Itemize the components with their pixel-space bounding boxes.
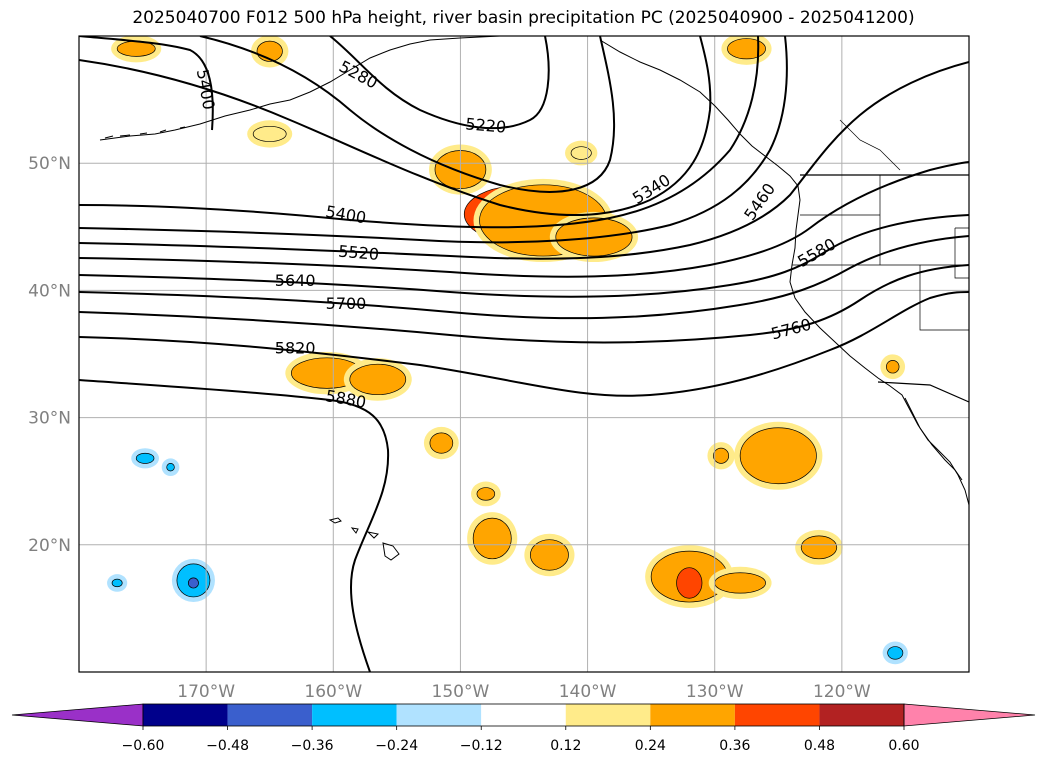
longitude-labels: 170°W 160°W 150°W 140°W 130°W 120°W [177,682,871,702]
contour-5280 [199,36,616,193]
colorbar-tick-label: 0.36 [719,738,750,754]
precip-patch [472,517,512,560]
colorbar-over-arrow [903,703,1036,727]
contour-label-text: 5700 [326,294,367,313]
colorbar-tick-label: −0.12 [460,738,503,754]
precip-patch [714,572,766,594]
colorbar-tick-label: −0.24 [375,738,418,754]
contour-label: 5220 [465,114,507,136]
precip-patch [570,146,592,160]
colorbar-tick-label: −0.36 [291,738,334,754]
colorbar-tick-label: 0.60 [888,738,919,754]
height-contours [79,36,969,672]
precip-patch [727,38,766,60]
lon-tick-label: 170°W [177,682,235,702]
colorbar-segment [650,704,735,726]
lat-tick-label: 20°N [28,536,71,556]
colorbar-under-arrow [11,703,144,727]
colorbar-frame [142,703,905,727]
lon-tick-label: 140°W [559,682,617,702]
contour-5880 [79,379,390,672]
precip-patch [530,539,569,571]
contour-5400-west [79,36,214,131]
coastline-layer [99,36,969,561]
precip-patch [135,452,155,464]
contour-label-text: 5220 [465,114,507,136]
map-title: 2025040700 F012 500 hPa height, river ba… [132,8,915,28]
lon-tick-label: 120°W [813,682,871,702]
lat-tick-label: 40°N [28,281,71,301]
contour-label-text: 5640 [275,271,316,290]
mexico-border [877,381,969,403]
colorbar-segment [396,704,482,726]
lon-tick-label: 130°W [686,682,744,702]
alaska-coastline [99,36,501,141]
colorbar-tick-label: 0.48 [804,738,835,754]
precip-patch [676,567,703,599]
contour-5220 [329,36,550,130]
graticule [79,36,969,672]
precip-patch [252,125,287,142]
precip-patch [349,363,407,396]
precip-patch [166,463,175,472]
precip-patch [886,360,900,374]
precip-patch [476,487,496,501]
alaska-islands [104,126,186,139]
contour-label: 5520 [338,241,380,263]
latitude-labels: 50°N 40°N 30°N 20°N [28,154,71,556]
colorbar-segment [312,704,397,726]
colorbar-segment [565,704,651,726]
lat-tick-label: 50°N [28,154,71,174]
contour-5460 [79,36,788,244]
contour-label-text: 5820 [275,339,316,358]
contour-5340 [79,36,712,217]
colorbar-segment [227,704,313,726]
contour-label-text: 5520 [338,241,380,263]
lon-tick-label: 150°W [432,682,490,702]
colorbar: −0.60 −0.48 −0.36 −0.24 −0.12 0.12 0.24 0.36 0.4… [11,703,1036,754]
contour-5580 [79,161,969,278]
precip-patch [887,646,904,660]
lon-tick-label: 160°W [304,682,362,702]
contour-5820 [79,291,969,397]
contour-label: 5700 [326,294,367,313]
precip-patch [429,432,454,454]
contour-5640 [79,214,969,298]
state-borders [792,119,969,331]
colorbar-segment [143,704,228,726]
contour-5400 [79,36,760,229]
contour-5520 [79,61,969,260]
colorbar-tick-label: −0.48 [206,738,249,754]
precip-patch [187,577,199,589]
colorbar-tick-label: −0.60 [122,738,165,754]
colorbar-tick-label: 0.24 [635,738,666,754]
contour-label: 5640 [275,271,316,290]
contour-5760 [79,264,969,344]
colorbar-segment [481,704,566,726]
contour-label: 5820 [275,339,316,358]
colorbar-tick-label: 0.12 [550,738,581,754]
precip-patch [713,447,730,464]
lat-tick-label: 30°N [28,409,71,429]
colorbar-segment [734,704,820,726]
precip-patch [800,535,838,560]
colorbar-segment [819,704,904,726]
hawaii-islands [328,517,400,561]
precip-patch [739,427,817,485]
contour-5700 [79,235,969,320]
baja-coastline [904,397,963,481]
precip-patch [111,578,123,588]
map-frame [78,35,970,673]
